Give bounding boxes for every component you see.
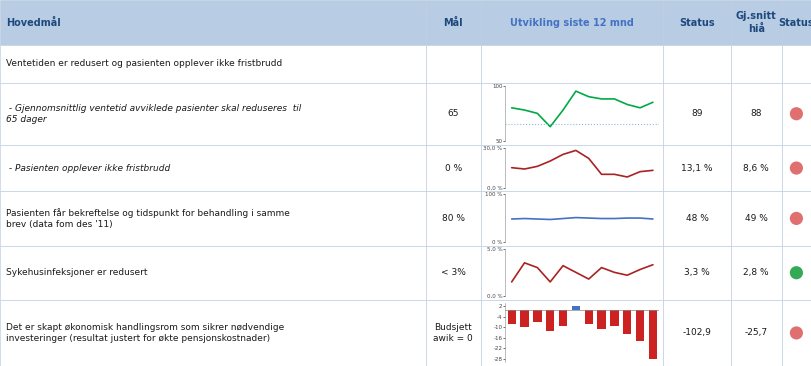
Text: 8,6 %: 8,6 % — [744, 164, 769, 172]
Bar — [731, 145, 782, 191]
Bar — [610, 310, 619, 326]
Text: Pasienten får bekreftelse og tidspunkt for behandling i samme
brev (data fom des: Pasienten får bekreftelse og tidspunkt f… — [6, 208, 290, 229]
Bar — [782, 45, 811, 83]
Bar — [572, 306, 580, 310]
Bar — [0, 83, 426, 145]
Bar — [0, 145, 426, 191]
Bar — [426, 300, 481, 366]
Bar — [663, 300, 731, 366]
Text: 88: 88 — [750, 109, 762, 118]
Bar — [782, 246, 811, 300]
Bar — [426, 246, 481, 300]
Bar — [521, 310, 529, 327]
Text: Ventetiden er redusert og pasienten opplever ikke fristbrudd: Ventetiden er redusert og pasienten oppl… — [6, 59, 283, 68]
Text: 13,1 %: 13,1 % — [681, 164, 713, 172]
Text: -25,7: -25,7 — [744, 328, 768, 337]
Bar — [731, 45, 782, 83]
Bar — [481, 300, 663, 366]
Bar — [598, 310, 606, 329]
Bar — [0, 191, 426, 246]
Point — [790, 165, 803, 171]
Text: - Pasienten opplever ikke fristbrudd: - Pasienten opplever ikke fristbrudd — [6, 164, 171, 172]
Bar — [636, 310, 644, 341]
Text: Gj.snitt
hiå: Gj.snitt hiå — [736, 11, 777, 34]
Text: 65: 65 — [448, 109, 459, 118]
Bar — [585, 310, 593, 324]
Bar — [663, 45, 731, 83]
Text: Hovedmål: Hovedmål — [6, 18, 62, 28]
Text: - Gjennomsnittlig ventetid avviklede pasienter skal reduseres  til
65 dager: - Gjennomsnittlig ventetid avviklede pas… — [6, 104, 302, 124]
Bar — [623, 310, 632, 334]
Bar — [533, 310, 542, 322]
Bar — [649, 310, 657, 359]
Bar — [508, 310, 516, 324]
Bar — [0, 45, 426, 83]
Point — [790, 270, 803, 276]
Bar — [481, 145, 663, 191]
Bar — [782, 300, 811, 366]
Bar — [426, 45, 481, 83]
Text: 48 %: 48 % — [685, 214, 709, 223]
Bar — [731, 300, 782, 366]
Text: 49 %: 49 % — [744, 214, 768, 223]
Bar — [731, 0, 782, 45]
Bar — [0, 0, 426, 45]
Text: 2,8 %: 2,8 % — [744, 268, 769, 277]
Bar — [731, 191, 782, 246]
Bar — [0, 246, 426, 300]
Bar — [782, 0, 811, 45]
Bar — [663, 83, 731, 145]
Bar — [426, 145, 481, 191]
Text: 80 %: 80 % — [442, 214, 465, 223]
Text: Sykehusinfeksjoner er redusert: Sykehusinfeksjoner er redusert — [6, 268, 148, 277]
Bar — [481, 83, 663, 145]
Bar — [731, 246, 782, 300]
Text: Status: Status — [680, 18, 714, 27]
Text: -102,9: -102,9 — [683, 328, 711, 337]
Point — [790, 111, 803, 117]
Point — [790, 330, 803, 336]
Bar — [546, 310, 555, 331]
Text: 0 %: 0 % — [444, 164, 462, 172]
Bar — [481, 45, 663, 83]
Bar — [663, 191, 731, 246]
Bar — [559, 310, 567, 326]
Bar — [426, 83, 481, 145]
Bar — [481, 246, 663, 300]
Bar — [481, 0, 663, 45]
Bar — [663, 246, 731, 300]
Bar — [481, 191, 663, 246]
Bar — [731, 83, 782, 145]
Text: < 3%: < 3% — [441, 268, 466, 277]
Text: 3,3 %: 3,3 % — [684, 268, 710, 277]
Text: 89: 89 — [691, 109, 703, 118]
Bar — [782, 191, 811, 246]
Text: Det er skapt økonomisk handlingsrom som sikrer nødvendige
investeringer (resulta: Det er skapt økonomisk handlingsrom som … — [6, 323, 285, 343]
Bar — [782, 145, 811, 191]
Bar — [426, 0, 481, 45]
Text: Status: Status — [779, 18, 811, 27]
Bar — [0, 300, 426, 366]
Point — [790, 216, 803, 221]
Bar — [782, 83, 811, 145]
Text: Budsjett
awik = 0: Budsjett awik = 0 — [433, 323, 474, 343]
Text: Mål: Mål — [444, 18, 463, 28]
Bar — [663, 145, 731, 191]
Bar — [426, 191, 481, 246]
Bar — [663, 0, 731, 45]
Text: Utvikling siste 12 mnd: Utvikling siste 12 mnd — [510, 18, 634, 27]
